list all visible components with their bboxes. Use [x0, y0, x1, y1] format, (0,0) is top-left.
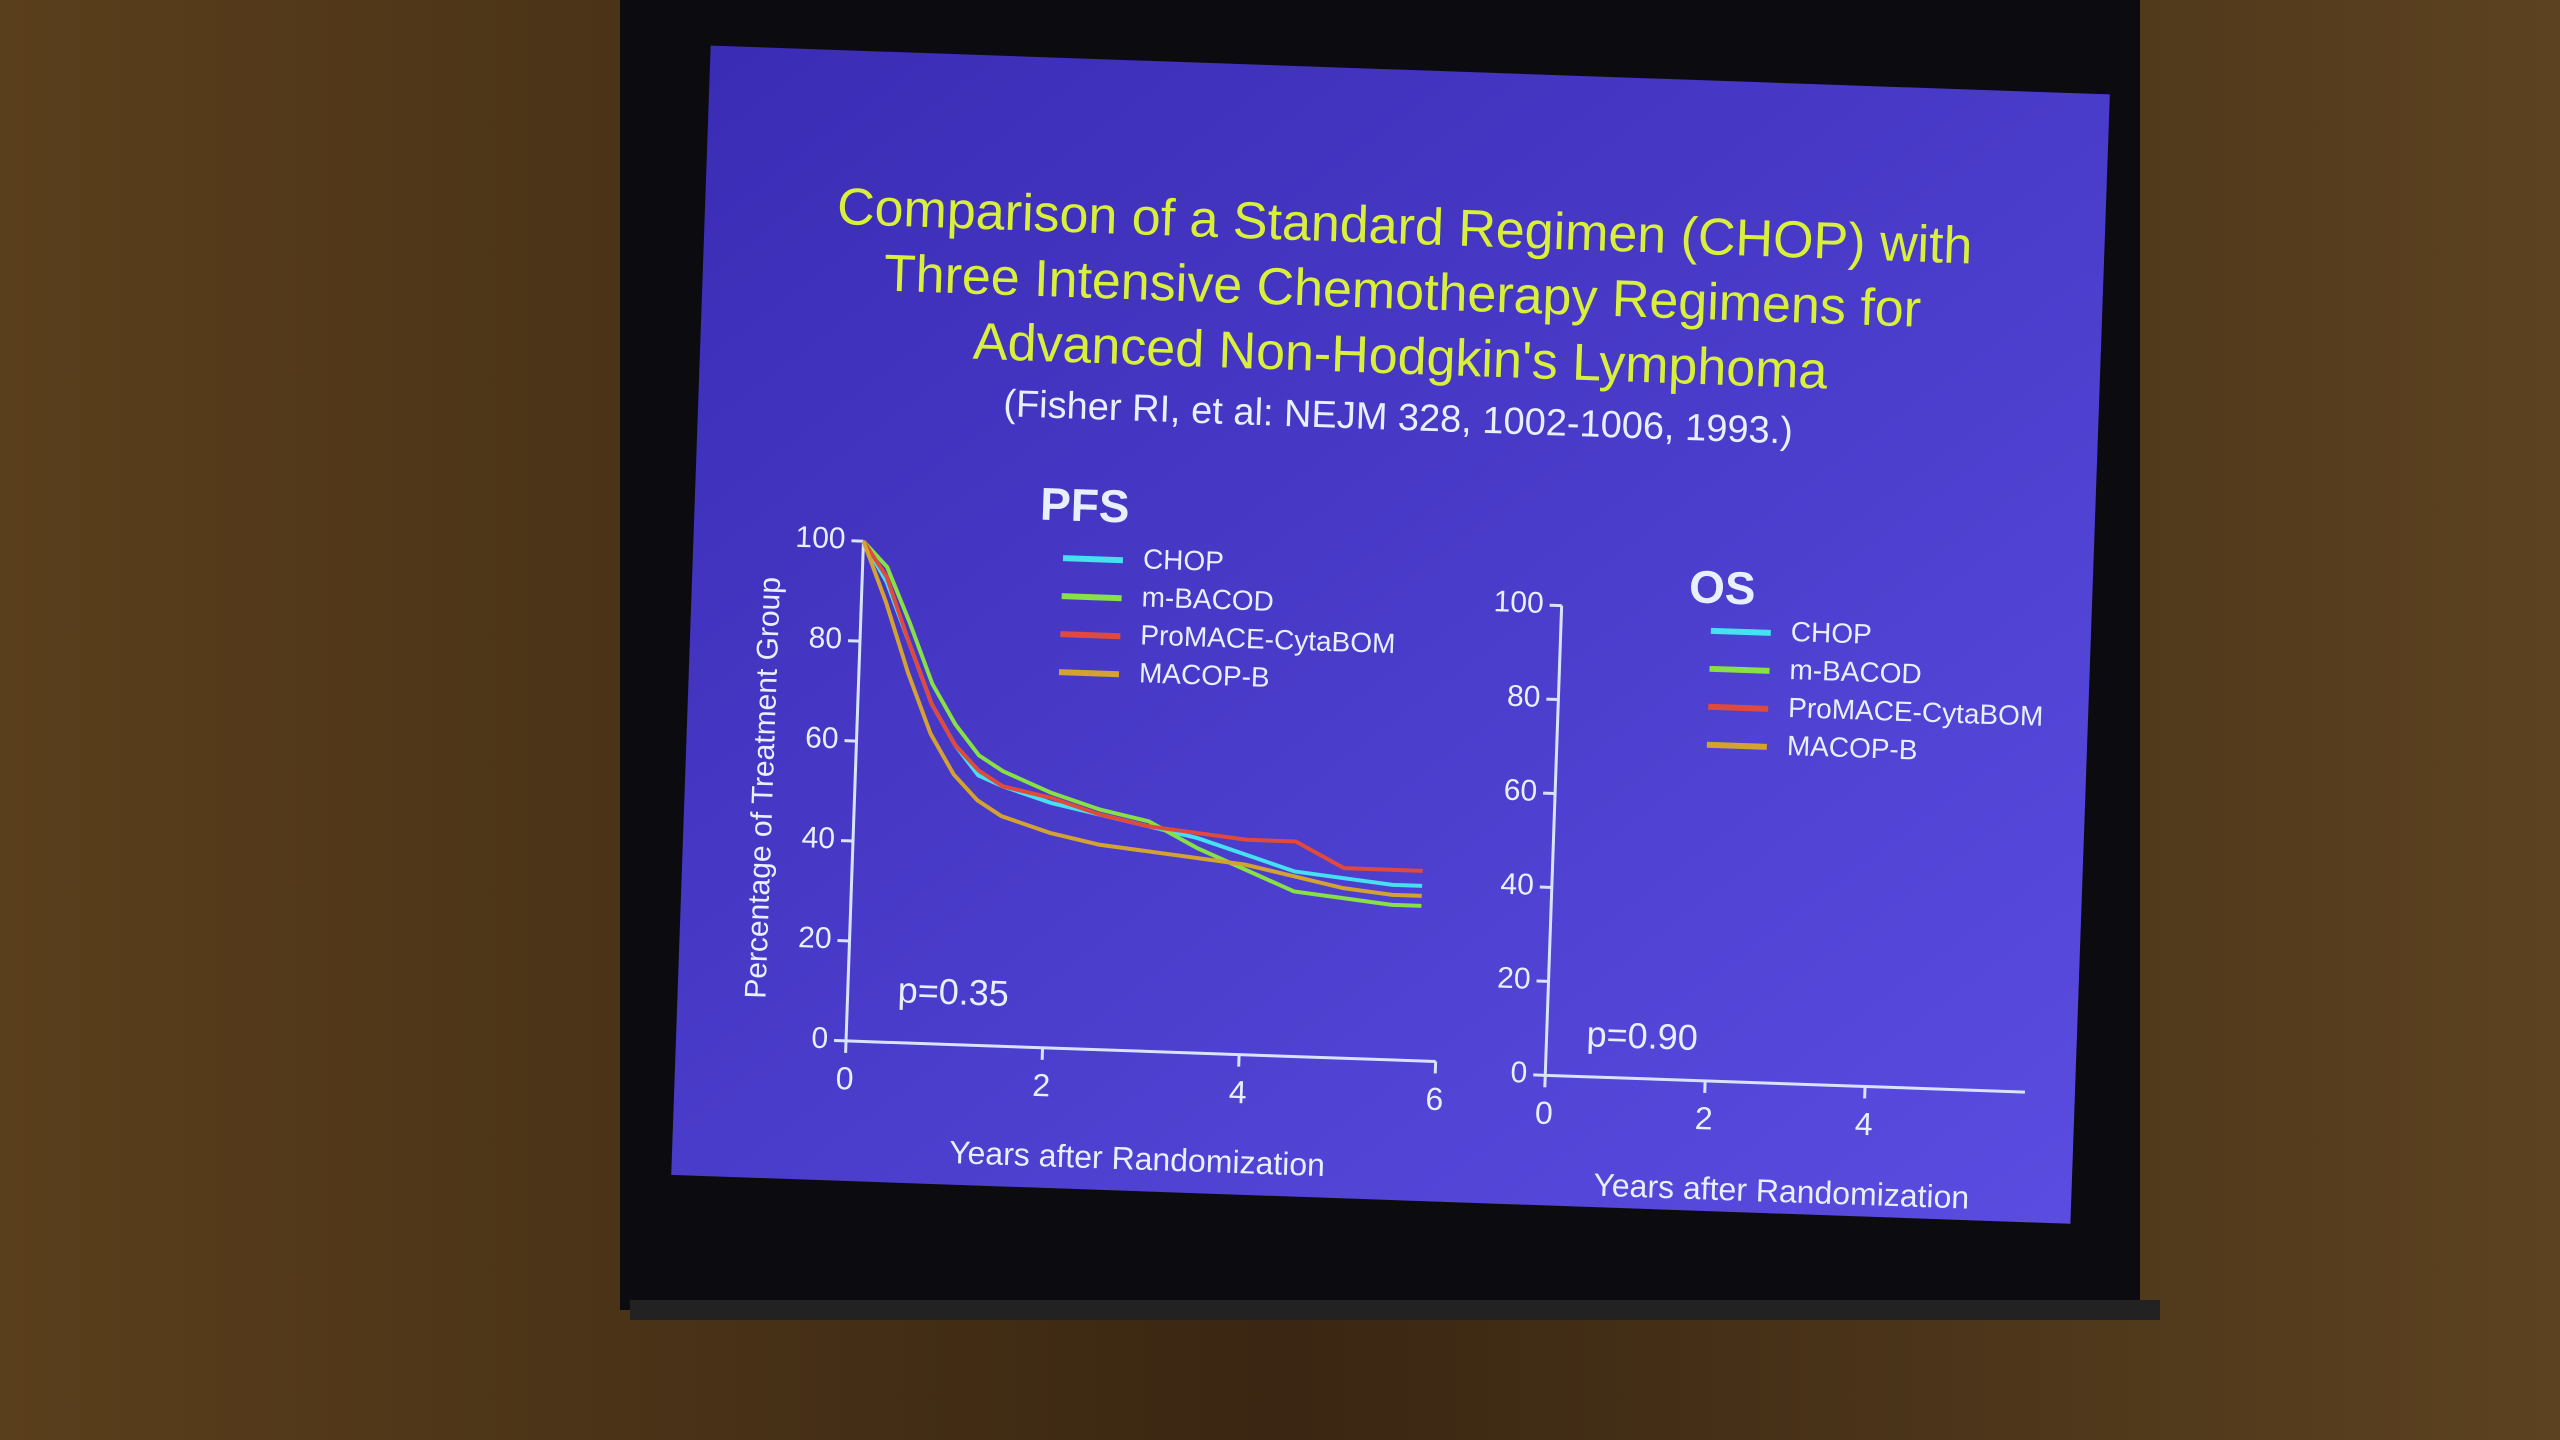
slide-bg: [671, 45, 2110, 1224]
x-axis: [1545, 1073, 2026, 1094]
legend-swatch: [1709, 665, 1770, 674]
chart-title: PFS: [1039, 478, 1130, 533]
legend-label: m-BACOD: [1141, 581, 1274, 617]
annotation: p=0.35: [897, 969, 1009, 1014]
y-tick-label: 100: [1493, 585, 1544, 620]
chart-title: OS: [1688, 560, 1756, 614]
y-tick-label: 80: [808, 621, 843, 655]
legend-label: m-BACOD: [1789, 654, 1922, 690]
legend-label: CHOP: [1142, 543, 1224, 577]
x-axis: [845, 1039, 1436, 1063]
y-tick-label: 40: [801, 821, 836, 855]
x-tick-label: 4: [1854, 1106, 1873, 1143]
legend-swatch: [1706, 741, 1767, 750]
legend-swatch: [1060, 631, 1121, 640]
y-tick-label: 100: [795, 521, 846, 556]
y-axis: [844, 541, 865, 1041]
y-axis: [1543, 605, 1564, 1076]
screen-bar: [630, 1300, 2160, 1320]
y-tick-label: 0: [1510, 1056, 1528, 1090]
x-tick-label: 0: [835, 1060, 854, 1097]
x-tick-label: 2: [1032, 1067, 1051, 1104]
y-tick-label: 20: [1497, 962, 1532, 996]
y-tick-label: 0: [811, 1022, 829, 1056]
x-tick-label: 4: [1228, 1074, 1247, 1111]
y-tick-label: 40: [1500, 868, 1535, 902]
legend-label: CHOP: [1790, 616, 1872, 650]
y-tick-label: 60: [1503, 774, 1538, 808]
series-line: [861, 540, 1422, 898]
x-tick-label: 2: [1694, 1100, 1713, 1137]
x-tick-label: 0: [1534, 1094, 1553, 1131]
x-tick-label: 6: [1425, 1081, 1444, 1118]
series-line: [861, 539, 1422, 908]
legend-swatch: [1061, 593, 1122, 602]
legend-swatch: [1058, 669, 1120, 678]
legend-label: MACOP-B: [1786, 730, 1918, 766]
y-tick-label: 80: [1507, 680, 1542, 714]
legend-label: MACOP-B: [1139, 657, 1271, 693]
slide: Comparison of a Standard Regimen (CHOP) …: [671, 45, 2110, 1224]
legend-swatch: [1062, 555, 1124, 564]
series-line: [861, 540, 1423, 873]
legend-swatch: [1710, 627, 1771, 636]
y-tick-label: 60: [805, 721, 840, 755]
y-tick-label: 20: [798, 921, 833, 955]
legend-swatch: [1708, 703, 1769, 712]
annotation: p=0.90: [1586, 1013, 1698, 1058]
